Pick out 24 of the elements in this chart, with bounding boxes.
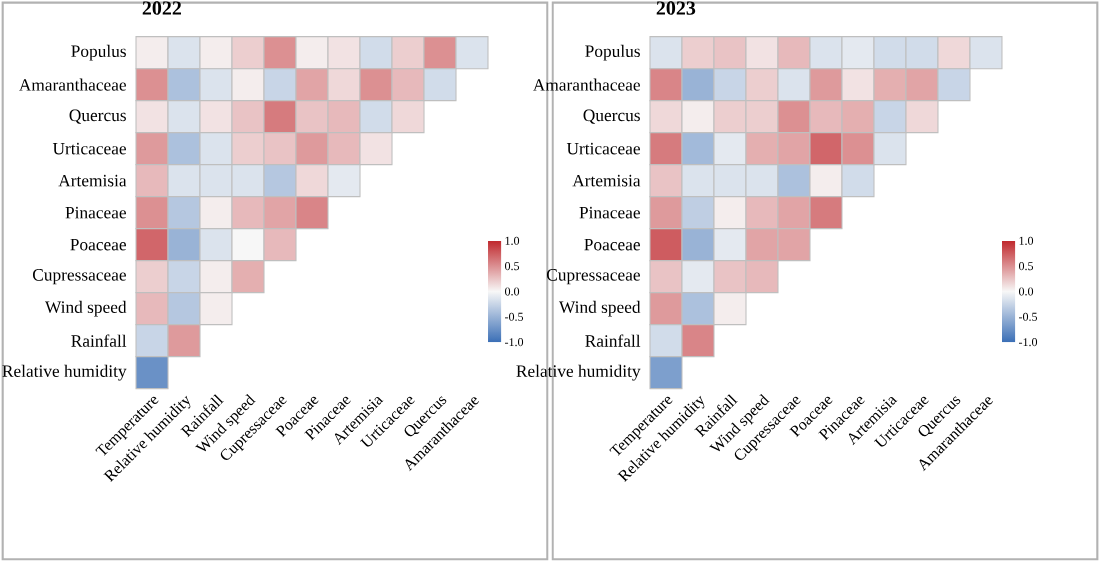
y-tick-label: Rainfall: [71, 334, 127, 347]
y-tick-label: Cupressaceae: [32, 269, 126, 285]
chart-title: 2022: [142, 1, 181, 15]
y-tick-label: Poaceae: [584, 238, 640, 251]
y-tick-label: Cupressaceae: [546, 269, 640, 285]
y-tick-label: Amaranthaceae: [532, 78, 640, 91]
chart-title: 2023: [656, 1, 696, 15]
y-tick-label: Pinaceae: [65, 206, 126, 219]
y-tick-label: Poaceae: [70, 238, 126, 251]
y-tick-label: Relative humidity: [2, 364, 127, 381]
y-tick-label: Rainfall: [585, 334, 641, 347]
y-tick-label: Pinaceae: [579, 206, 640, 219]
y-tick-label: Populus: [71, 44, 126, 61]
y-tick-label: Quercus: [583, 109, 640, 124]
y-tick-label: Amaranthaceae: [18, 78, 126, 91]
y-tick-label: Artemisia: [58, 174, 127, 187]
y-tick-label: Relative humidity: [516, 364, 641, 381]
y-tick-label: Wind speed: [44, 300, 127, 317]
y-tick-label: Wind speed: [558, 300, 641, 317]
y-tick-label: Urticaceae: [566, 142, 640, 155]
y-tick-label: Quercus: [69, 109, 126, 124]
y-tick-label: Urticaceae: [52, 142, 126, 155]
y-tick-label: Artemisia: [572, 174, 641, 187]
y-tick-label: Populus: [585, 44, 640, 61]
